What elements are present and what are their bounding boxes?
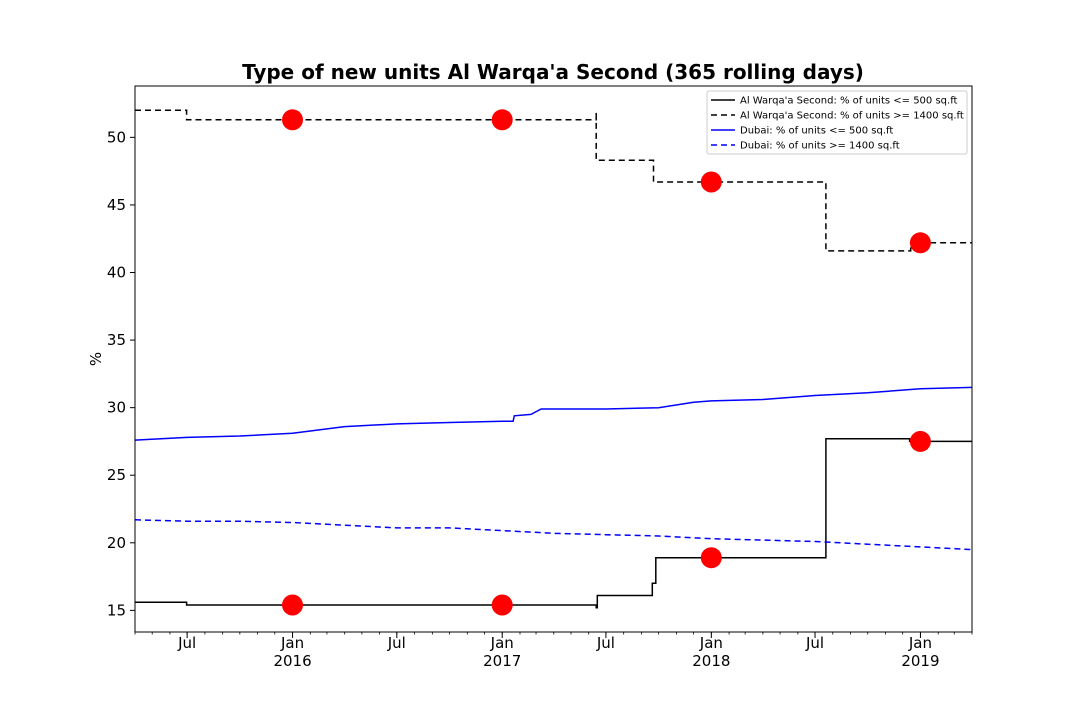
chart-title: Type of new units Al Warqa'a Second (365… — [242, 60, 864, 84]
marker-point-7 — [700, 171, 722, 193]
x-tick-label-3: Jul — [387, 634, 406, 652]
y-tick-label-45: 45 — [107, 196, 126, 214]
x-tick-year-4: 2017 — [483, 652, 521, 670]
legend: Al Warqa'a Second: % of units <= 500 sq.… — [706, 90, 968, 155]
y-tick-label-35: 35 — [107, 331, 126, 349]
legend-box — [706, 90, 968, 155]
series-layer — [134, 109, 973, 609]
x-tick-label-1: Jul — [177, 634, 196, 652]
marker-point-1 — [282, 594, 303, 616]
x-tick-label-5: Jul — [596, 634, 615, 652]
y-tick-label-30: 30 — [107, 399, 126, 417]
plot-frame — [134, 85, 973, 633]
y-tick-label-50: 50 — [107, 128, 126, 146]
legend-label-4: Dubai: % of units >= 1400 sq.ft — [740, 141, 900, 152]
legend-label-3: Dubai: % of units <= 500 sq.ft — [740, 126, 893, 137]
series-line-1 — [135, 437, 972, 609]
x-tick-label-2: Jan — [280, 634, 304, 652]
y-tick-label-25: 25 — [107, 466, 126, 484]
x-tick-label-8: Jan — [908, 634, 932, 652]
y-tick-label-15: 15 — [107, 601, 126, 619]
x-tick-year-2: 2016 — [273, 652, 311, 670]
x-tick-year-8: 2019 — [901, 652, 939, 670]
x-tick-label-7: Jul — [805, 634, 824, 652]
y-tick-label-20: 20 — [107, 534, 126, 552]
x-tick-label-6: Jan — [699, 634, 723, 652]
y-tick-label-40: 40 — [107, 264, 126, 282]
series-line-3 — [134, 386, 973, 441]
marker-point-8 — [909, 232, 931, 254]
marker-point-6 — [491, 109, 513, 131]
y-axis: 15 20 25 30 35 40 45 50 — [107, 128, 135, 619]
series-line-2 — [135, 109, 972, 252]
y-axis-label: % — [87, 352, 105, 366]
marker-point-5 — [282, 109, 303, 131]
series-line-4 — [134, 519, 973, 551]
marker-point-2 — [491, 594, 513, 616]
marker-layer — [282, 109, 931, 616]
marker-point-3 — [700, 547, 722, 569]
legend-label-2: Al Warqa'a Second: % of units >= 1400 sq… — [740, 111, 964, 122]
x-tick-label-4: Jan — [490, 634, 514, 652]
x-tick-year-6: 2018 — [692, 652, 730, 670]
marker-point-4 — [909, 430, 931, 452]
legend-label-1: Al Warqa'a Second: % of units <= 500 sq.… — [740, 96, 958, 107]
